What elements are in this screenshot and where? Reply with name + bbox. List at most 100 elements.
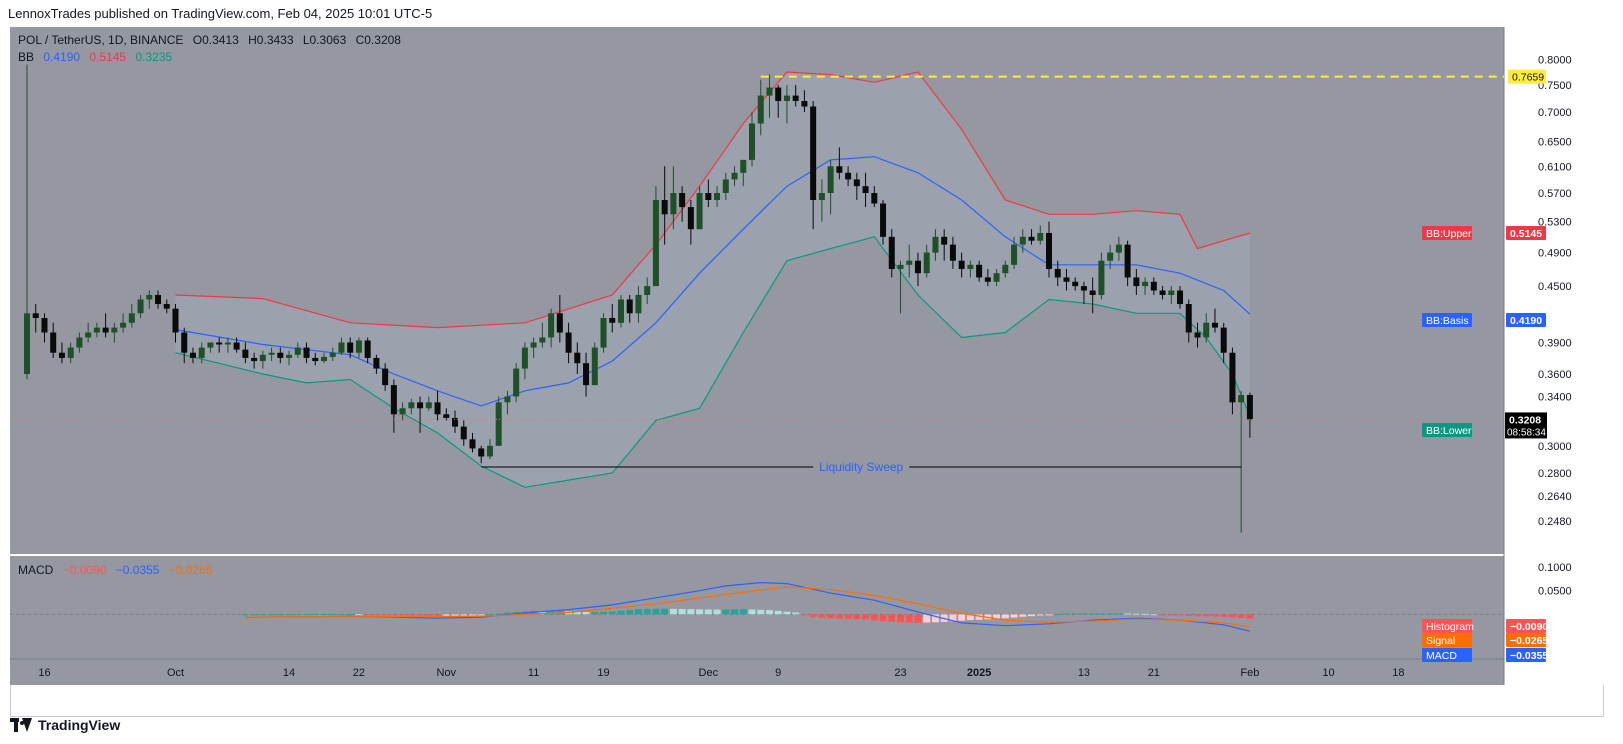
macd-histogram-bar <box>1054 614 1062 616</box>
macd-histogram-bar <box>1028 614 1036 617</box>
price-tick-label: 0.3000 <box>1538 441 1572 453</box>
macd-histogram-bar <box>1176 614 1184 616</box>
candle-body <box>626 299 633 314</box>
macd-histogram-bar <box>1141 613 1149 615</box>
macd-name-tag-bg <box>1422 619 1472 633</box>
candle-body <box>294 347 301 355</box>
candle-body <box>277 352 284 358</box>
candle-body <box>338 342 345 353</box>
bb-name-tag: BB:Lower <box>1422 423 1472 437</box>
candle-body <box>871 193 878 204</box>
macd-histogram-bar <box>329 613 337 615</box>
macd-legend-macd: −0.0355 <box>115 563 160 577</box>
candle-body <box>102 327 109 333</box>
candle-body <box>434 402 441 415</box>
candle-body <box>827 166 834 194</box>
macd-histogram-bar <box>888 614 896 622</box>
current-price-tag-bg <box>1505 412 1547 439</box>
candle-body <box>1115 244 1122 253</box>
macd-legend[interactable]: MACD −0.0090 −0.0355 −0.0265 <box>18 563 219 577</box>
candle-body <box>172 308 179 333</box>
candle-body <box>906 260 913 265</box>
candle-body <box>783 95 790 101</box>
bb-value-tag-bg <box>1506 313 1546 327</box>
price-tick-label: 0.2480 <box>1538 516 1572 528</box>
time-tick-label: Dec <box>699 667 719 679</box>
bb-upper-line <box>175 71 1251 329</box>
bb-legend-label: BB <box>18 50 35 64</box>
candle-body <box>775 87 782 101</box>
symbol-legend[interactable]: POL / TetherUS, 1D, BINANCE O0.3413 H0.3… <box>18 33 407 47</box>
time-tick-label: 2025 <box>967 667 991 679</box>
macd-histogram-bar <box>1036 614 1044 616</box>
candle-body <box>722 179 729 194</box>
bb-legend[interactable]: BB 0.4190 0.5145 0.3235 <box>18 50 178 64</box>
candle-body <box>810 106 817 200</box>
countdown-timer: 08:58:34 <box>1507 427 1546 438</box>
macd-histogram-bar <box>477 614 485 616</box>
macd-histogram-bar <box>538 611 546 615</box>
macd-histogram-bar <box>250 614 258 616</box>
macd-value-tag: −0.0090 <box>1506 619 1548 633</box>
candle-body <box>486 445 493 457</box>
time-tick-label: 18 <box>1392 667 1404 679</box>
macd-histogram-bar <box>879 614 887 622</box>
candle-body <box>548 313 555 338</box>
bb-legend-upper: 0.5145 <box>89 50 127 64</box>
macd-histogram-bar <box>931 614 939 623</box>
liquidity-sweep-label: Liquidity Sweep <box>819 460 903 474</box>
bb-name-tag-bg <box>1422 313 1472 327</box>
bb-value-tag: 0.5145 <box>1506 226 1546 240</box>
tradingview-footer[interactable]: TradingView <box>10 717 120 733</box>
candle-body <box>1150 281 1157 291</box>
price-tick-label: 0.3400 <box>1538 392 1572 404</box>
candle-body <box>189 352 196 358</box>
macd-histogram-bar <box>1185 614 1193 616</box>
macd-histogram-bar <box>1115 613 1123 615</box>
macd-histogram-bar <box>800 614 808 616</box>
candle-body <box>198 347 205 358</box>
macd-name-tag: MACD <box>1422 648 1472 662</box>
time-tick-label: 14 <box>283 667 295 679</box>
macd-name-tag-bg <box>1422 633 1472 647</box>
macd-histogram-bar <box>268 614 276 616</box>
price-tick-label: 0.7000 <box>1538 107 1572 119</box>
candle-body <box>382 368 389 386</box>
bb-name-tag: BB:Upper <box>1422 226 1472 240</box>
candle-body <box>862 186 869 194</box>
macd-histogram-bar <box>1237 614 1245 618</box>
macd-histogram-bar <box>573 611 581 615</box>
macd-histogram-bar <box>905 614 913 623</box>
macd-line <box>245 581 1251 632</box>
candle-body <box>1177 290 1184 305</box>
candle-body <box>417 402 424 409</box>
resistance-price-tag-text: 0.7659 <box>1512 72 1544 84</box>
time-axis-bg <box>10 659 1504 685</box>
price-chart[interactable]: Liquidity Sweep 0.8000 0.7500 0.7000 0.6500… <box>10 27 1604 717</box>
candle-body <box>914 260 921 274</box>
candle-body <box>251 357 258 362</box>
bb-legend-basis: 0.4190 <box>43 50 81 64</box>
candle-body <box>1046 232 1052 269</box>
candle-body <box>469 439 476 449</box>
candle-body <box>268 352 275 355</box>
macd-histogram-bar <box>1193 614 1201 617</box>
candle-body <box>1002 264 1009 274</box>
candle-body <box>1211 322 1218 328</box>
candle-body <box>932 236 939 253</box>
macd-histogram-bar <box>696 609 704 615</box>
macd-legend-label: MACD <box>18 563 54 577</box>
candle-body <box>600 318 607 348</box>
macd-histogram-bar <box>634 609 642 615</box>
macd-histogram-bar <box>390 614 398 616</box>
candle-body <box>670 193 677 215</box>
candle-body <box>443 414 450 418</box>
macd-histogram-bar <box>835 614 843 619</box>
macd-histogram-bar <box>827 614 835 619</box>
macd-value-tag: −0.0355 <box>1506 648 1548 662</box>
macd-histogram-bar <box>774 610 782 615</box>
candle-body <box>1203 322 1210 338</box>
macd-histogram-bar <box>739 609 747 615</box>
candle-body <box>574 352 581 364</box>
time-tick-label: 22 <box>353 667 365 679</box>
